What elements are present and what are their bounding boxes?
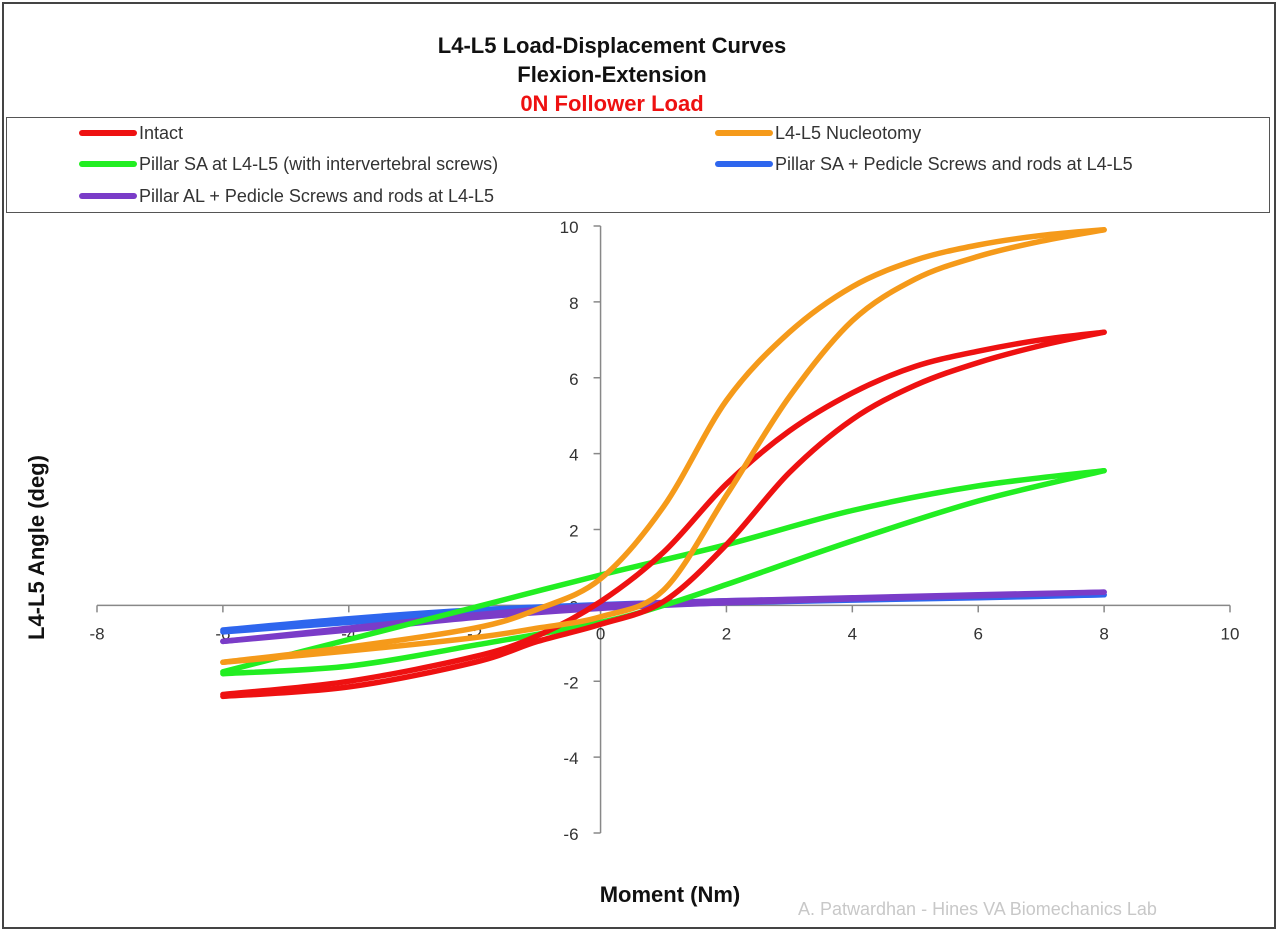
series-line-l4-l5-nucleotomy-unloading	[220, 227, 1107, 666]
x-tick-label: 6	[973, 624, 982, 643]
series-line-l4-l5-nucleotomy-loading	[220, 227, 1107, 666]
legend-swatch-intact	[79, 130, 137, 136]
x-axis-label: Moment (Nm)	[599, 882, 741, 907]
series-line-pillar-sa-at-l4-l5-with-intervertebral-screws-loading	[220, 467, 1107, 675]
y-tick-label: 6	[569, 370, 578, 389]
x-tick-label: -8	[89, 624, 104, 643]
x-tick-label: 2	[722, 624, 731, 643]
series-line-pillar-sa-at-l4-l5-with-intervertebral-screws-unloading	[220, 467, 1107, 677]
x-tick-label: 10	[1221, 624, 1240, 643]
legend-swatch-nucleotomy	[715, 130, 773, 136]
legend-label-pillar-sa: Pillar SA at L4-L5 (with intervertebral …	[139, 153, 499, 174]
y-tick-label: 8	[569, 294, 578, 313]
legend-swatch-pillar-sa	[79, 161, 137, 167]
x-tick-label: 0	[596, 624, 605, 643]
legend-item-pillar-al-pedicle: Pillar AL + Pedicle Screws and rods at L…	[79, 185, 494, 207]
legend-item-pillar-sa: Pillar SA at L4-L5 (with intervertebral …	[79, 153, 498, 175]
legend-item-intact: Intact	[79, 122, 183, 144]
legend-label-intact: Intact	[139, 122, 184, 143]
legend-swatch-pillar-al-pedicle	[79, 193, 137, 199]
legend-label-pillar-al-pedicle: Pillar AL + Pedicle Screws and rods at L…	[139, 185, 495, 206]
chart-title: L4-L5 Load-Displacement Curves	[437, 33, 787, 58]
legend-swatch-pillar-sa-pedicle	[715, 161, 773, 167]
y-tick-label: -4	[563, 749, 578, 768]
series-line-intact-loading	[220, 329, 1107, 698]
y-tick-label: 10	[560, 218, 579, 237]
legend-label-nucleotomy: L4-L5 Nucleotomy	[775, 122, 922, 143]
series-line-intact-unloading	[220, 329, 1107, 700]
legend: Intact L4-L5 Nucleotomy Pillar SA at L4-…	[6, 117, 1270, 213]
y-axis-label: L4-L5 Angle (deg)	[24, 455, 49, 640]
legend-item-nucleotomy: L4-L5 Nucleotomy	[715, 122, 921, 144]
y-tick-label: -6	[563, 825, 578, 844]
y-tick-label: -2	[563, 673, 578, 692]
x-tick-label: 4	[848, 624, 857, 643]
chart-subtitle: Flexion-Extension	[517, 62, 707, 87]
x-tick-label: 8	[1099, 624, 1108, 643]
credit-text: A. Patwardhan - Hines VA Biomechanics La…	[798, 899, 1157, 919]
chart-subtitle-load: 0N Follower Load	[520, 91, 704, 116]
y-tick-label: 4	[569, 446, 578, 465]
y-tick-label: 2	[569, 522, 578, 541]
legend-item-pillar-sa-pedicle: Pillar SA + Pedicle Screws and rods at L…	[715, 153, 1133, 175]
legend-label-pillar-sa-pedicle: Pillar SA + Pedicle Screws and rods at L…	[775, 153, 1133, 174]
